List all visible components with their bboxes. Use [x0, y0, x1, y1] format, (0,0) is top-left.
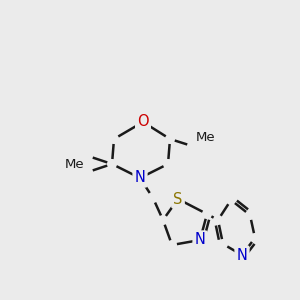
Text: N: N	[237, 248, 248, 262]
Text: N: N	[135, 170, 146, 185]
Text: N: N	[195, 232, 206, 247]
Text: Me: Me	[64, 157, 84, 170]
Text: S: S	[173, 191, 183, 206]
Text: Me: Me	[196, 131, 216, 144]
Text: Me: Me	[64, 158, 84, 171]
Text: O: O	[137, 115, 149, 130]
